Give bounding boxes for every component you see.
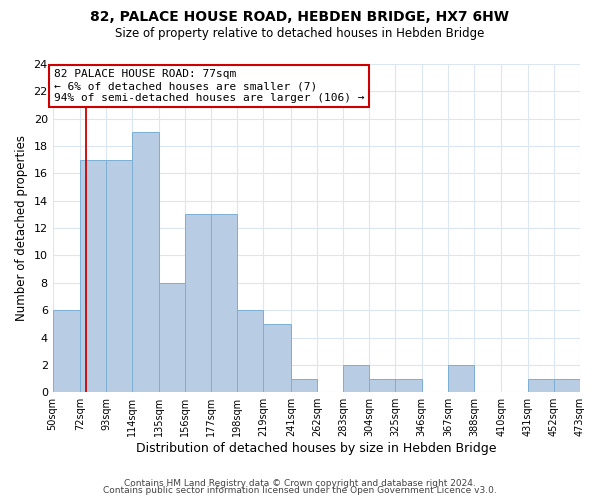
Text: Contains public sector information licensed under the Open Government Licence v3: Contains public sector information licen…: [103, 486, 497, 495]
Bar: [80, 160, 106, 392]
Text: Size of property relative to detached houses in Hebden Bridge: Size of property relative to detached ho…: [115, 28, 485, 40]
Bar: [554, 378, 580, 392]
Bar: [291, 378, 317, 392]
Bar: [343, 365, 370, 392]
Bar: [211, 214, 237, 392]
Bar: [370, 378, 395, 392]
Text: Contains HM Land Registry data © Crown copyright and database right 2024.: Contains HM Land Registry data © Crown c…: [124, 478, 476, 488]
Bar: [580, 378, 600, 392]
Bar: [263, 324, 291, 392]
Y-axis label: Number of detached properties: Number of detached properties: [15, 135, 28, 321]
Text: 82, PALACE HOUSE ROAD, HEBDEN BRIDGE, HX7 6HW: 82, PALACE HOUSE ROAD, HEBDEN BRIDGE, HX…: [91, 10, 509, 24]
Text: 82 PALACE HOUSE ROAD: 77sqm
← 6% of detached houses are smaller (7)
94% of semi-: 82 PALACE HOUSE ROAD: 77sqm ← 6% of deta…: [54, 70, 364, 102]
Bar: [185, 214, 211, 392]
Bar: [395, 378, 422, 392]
Bar: [106, 160, 133, 392]
Bar: [53, 310, 80, 392]
X-axis label: Distribution of detached houses by size in Hebden Bridge: Distribution of detached houses by size …: [136, 442, 497, 455]
Bar: [527, 378, 554, 392]
Bar: [158, 283, 185, 392]
Bar: [448, 365, 474, 392]
Bar: [237, 310, 263, 392]
Bar: [133, 132, 158, 392]
